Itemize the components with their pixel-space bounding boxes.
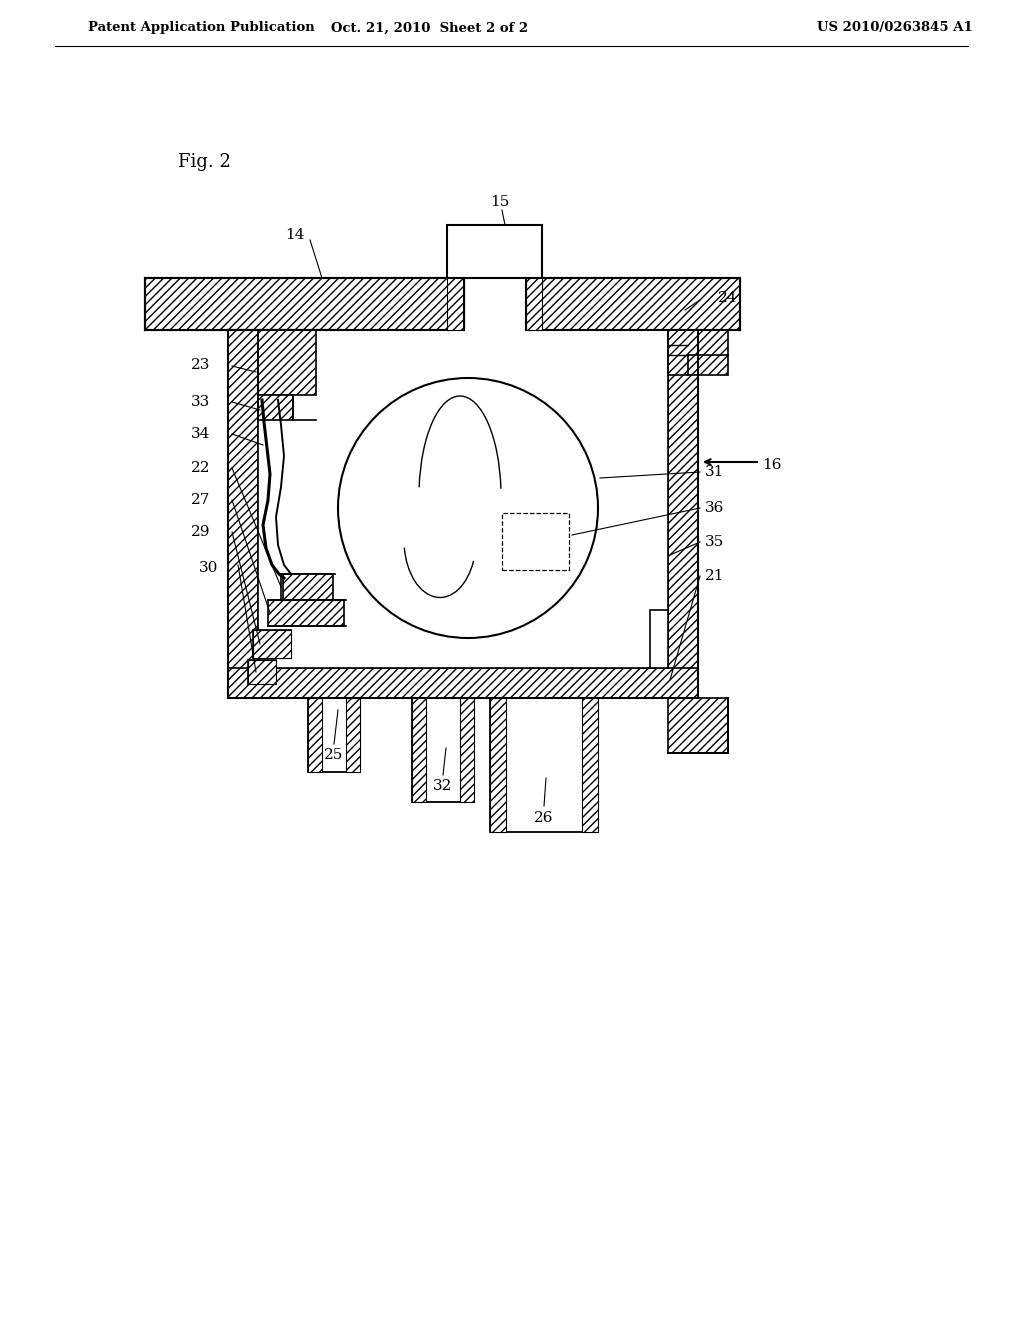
Text: 29: 29 [190, 525, 210, 539]
Bar [308, 698, 322, 772]
Bar [258, 330, 316, 395]
Text: 35: 35 [705, 535, 724, 549]
Bar [253, 630, 291, 657]
Text: 36: 36 [705, 502, 724, 515]
Text: 34: 34 [190, 426, 210, 441]
Text: US 2010/0263845 A1: US 2010/0263845 A1 [817, 21, 973, 34]
Text: Oct. 21, 2010  Sheet 2 of 2: Oct. 21, 2010 Sheet 2 of 2 [332, 21, 528, 34]
Text: Fig. 2: Fig. 2 [178, 153, 230, 172]
Bar [582, 698, 598, 832]
Bar [248, 660, 276, 684]
Text: 24: 24 [718, 290, 737, 305]
Circle shape [338, 378, 598, 638]
Text: 32: 32 [433, 779, 453, 793]
Text: 30: 30 [199, 561, 218, 576]
Bar [668, 698, 728, 752]
Bar [228, 668, 698, 698]
Text: 25: 25 [325, 748, 344, 762]
Bar [228, 330, 258, 698]
Bar [268, 601, 344, 626]
Bar [145, 279, 740, 330]
Text: 23: 23 [190, 358, 210, 372]
Bar [460, 698, 474, 803]
Text: 31: 31 [705, 465, 724, 479]
Bar [258, 395, 293, 420]
Bar [346, 698, 360, 772]
Bar [490, 698, 506, 832]
Text: Patent Application Publication: Patent Application Publication [88, 21, 314, 34]
Bar [283, 574, 333, 601]
Bar [412, 698, 426, 803]
Bar [253, 630, 291, 657]
Bar [668, 330, 698, 698]
Bar [490, 698, 598, 832]
Bar [650, 610, 668, 668]
Bar [447, 224, 542, 279]
Text: 14: 14 [286, 228, 305, 242]
Text: 26: 26 [535, 810, 554, 825]
Bar [502, 513, 569, 570]
Text: 33: 33 [190, 395, 210, 409]
Text: 16: 16 [762, 458, 781, 473]
Bar [258, 330, 668, 668]
Text: 22: 22 [190, 461, 210, 475]
Polygon shape [447, 279, 464, 330]
Bar [454, 277, 536, 331]
Text: 15: 15 [490, 195, 510, 209]
Text: 21: 21 [705, 569, 725, 583]
Bar [248, 660, 276, 684]
Text: 27: 27 [190, 492, 210, 507]
Polygon shape [526, 279, 542, 330]
Bar [412, 698, 474, 803]
Bar [308, 698, 360, 772]
Bar [668, 330, 728, 375]
